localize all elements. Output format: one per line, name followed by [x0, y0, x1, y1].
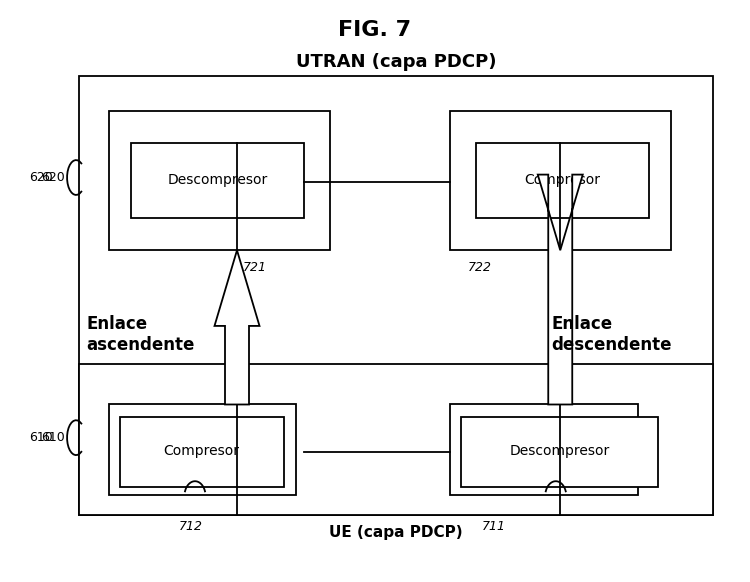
Bar	[450, 404, 638, 495]
Text: Descompresor: Descompresor	[509, 444, 610, 458]
Text: Enlace
ascendente: Enlace ascendente	[86, 315, 195, 354]
Text: 620: 620	[40, 171, 64, 184]
Polygon shape	[214, 250, 260, 404]
Bar	[450, 111, 671, 250]
Bar	[79, 76, 712, 515]
Polygon shape	[538, 175, 583, 404]
Bar	[79, 364, 712, 515]
Text: Compresor: Compresor	[164, 444, 240, 458]
Text: 711: 711	[482, 520, 506, 533]
Text: 712: 712	[179, 520, 203, 533]
Text: Descompresor: Descompresor	[167, 173, 268, 187]
Text: FIG. 7: FIG. 7	[338, 20, 412, 40]
Bar	[109, 404, 296, 495]
Text: UE (capa PDCP): UE (capa PDCP)	[329, 525, 463, 540]
Bar	[120, 417, 284, 487]
Text: Compresor: Compresor	[524, 173, 601, 187]
Text: 610: 610	[28, 431, 53, 444]
Text: 610: 610	[40, 431, 64, 444]
Bar	[461, 417, 658, 487]
Text: 620: 620	[28, 171, 53, 184]
Text: Enlace
descendente: Enlace descendente	[551, 315, 672, 354]
Bar	[476, 143, 649, 218]
Text: UTRAN (capa PDCP): UTRAN (capa PDCP)	[296, 54, 496, 71]
Bar	[109, 111, 330, 250]
Text: 721: 721	[243, 261, 267, 274]
Bar	[131, 143, 304, 218]
Text: 722: 722	[468, 261, 492, 274]
